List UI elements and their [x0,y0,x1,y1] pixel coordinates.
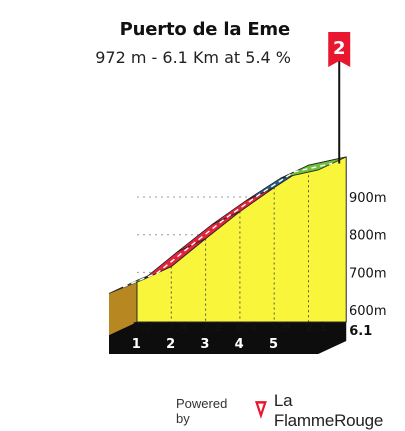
gradient-label: 2.1 [306,320,327,334]
gradient-label: 6.4 [235,320,256,334]
total-distance-label: 6.1 [349,324,372,339]
km-marker-label: 5 [269,337,278,352]
km-marker-label: 3 [200,337,209,352]
y-tick-label: 800m [349,229,386,244]
elevation-profile-chart: 600m 700m 800m 900m 3.7 7.4 7.2 6.4 5.9 2.1 1 2 3 4 5 6… [108,32,386,354]
profile-side-wall [109,280,137,335]
category-flag-icon [328,32,351,67]
gradient-label: 7.2 [201,320,222,334]
powered-by-text: Powered by [176,396,228,426]
km-marker-label: 2 [166,337,175,352]
gradient-label: 7.4 [167,320,188,334]
climb-stats: 972 m - 6.1 Km at 5.4 % [95,48,291,67]
gradient-label: 3.7 [133,320,154,334]
category-badge: 2 [333,38,346,59]
profile-base [109,322,347,354]
km-marker-label: 4 [235,337,244,352]
gradient-label: 5.9 [270,320,291,334]
road-centreline [122,162,333,288]
flamme-rouge-brand: La FlammeRouge [273,391,384,430]
climb-title: Puerto de la Eme [119,19,291,40]
y-tick-label: 600m [349,304,386,319]
profile-area [136,156,347,323]
y-tick-label: 900m [349,191,386,206]
km-marker-label: 1 [132,337,141,352]
y-tick-label: 700m [349,266,386,281]
footer: Powered by La FlammeRouge [176,391,405,430]
flamme-rouge-logo-icon [255,401,267,419]
